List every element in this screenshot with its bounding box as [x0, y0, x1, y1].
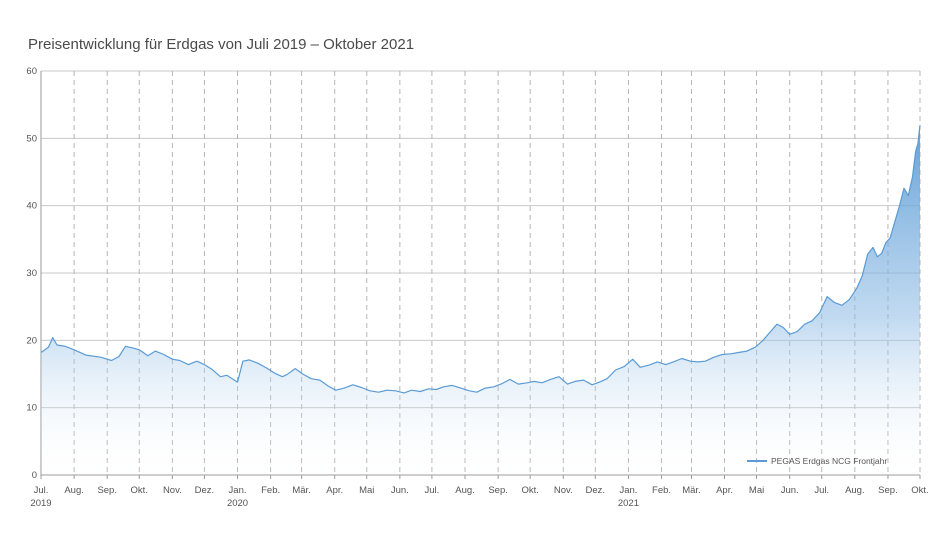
x-tick-label: Jun.: [391, 485, 409, 496]
x-tick-label: Okt.: [911, 485, 928, 496]
series-line: [40, 124, 921, 394]
y-tick-label: 10: [26, 403, 37, 414]
axis-layer: 0 10 20 30 40 50 60 Jul. 2019 Aug. Sep. Okt. Nov. Dez…: [26, 66, 928, 509]
x-tick-label: Okt.: [521, 485, 538, 496]
x-tick-label: Jan.: [229, 485, 247, 496]
x-tick-label: Sep.: [97, 485, 117, 496]
x-tick-label: Nov.: [163, 485, 182, 496]
x-tick-label: Mai: [359, 485, 374, 496]
y-tick-label: 50: [26, 133, 37, 144]
x-tick-label: Sep.: [488, 485, 508, 496]
x-tick-label: Jan.: [619, 485, 637, 496]
x-year-label: 2020: [227, 498, 248, 509]
x-tick-label: Mär.: [682, 485, 700, 496]
x-tick-label: Mai: [749, 485, 764, 496]
x-tick-label: Aug.: [455, 485, 475, 496]
x-tick-label: Aug.: [64, 485, 84, 496]
x-tick-label: Jul.: [425, 485, 440, 496]
x-tick-label: Apr.: [716, 485, 733, 496]
x-tick-label: Nov.: [554, 485, 573, 496]
area-layer: [40, 124, 921, 476]
x-tick-label: Okt.: [131, 485, 148, 496]
y-tick-label: 0: [32, 470, 37, 481]
chart-title: Preisentwicklung für Erdgas von Juli 201…: [28, 36, 415, 53]
x-tick-label: Feb.: [652, 485, 671, 496]
x-tick-label: Jul.: [814, 485, 829, 496]
series-area: [41, 124, 920, 476]
x-tick-label: Dez.: [195, 485, 215, 496]
x-year-label: 2021: [618, 498, 639, 509]
x-year-label: 2019: [30, 498, 51, 509]
x-tick-label: Feb.: [261, 485, 280, 496]
y-tick-label: 40: [26, 201, 37, 212]
y-tick-label: 20: [26, 335, 37, 346]
x-tick-label: Aug.: [845, 485, 865, 496]
y-tick-label: 60: [26, 66, 37, 77]
y-tick-label: 30: [26, 268, 37, 279]
x-tick-label: Sep.: [878, 485, 898, 496]
x-tick-label: Jul.: [34, 485, 49, 496]
x-tick-label: Dez.: [586, 485, 606, 496]
x-tick-label: Apr.: [326, 485, 343, 496]
legend: PEGAS Erdgas NCG Frontjahr: [747, 456, 887, 466]
legend-label: PEGAS Erdgas NCG Frontjahr: [771, 456, 887, 466]
x-tick-label: Jun.: [781, 485, 799, 496]
x-tick-label: Mär.: [292, 485, 310, 496]
